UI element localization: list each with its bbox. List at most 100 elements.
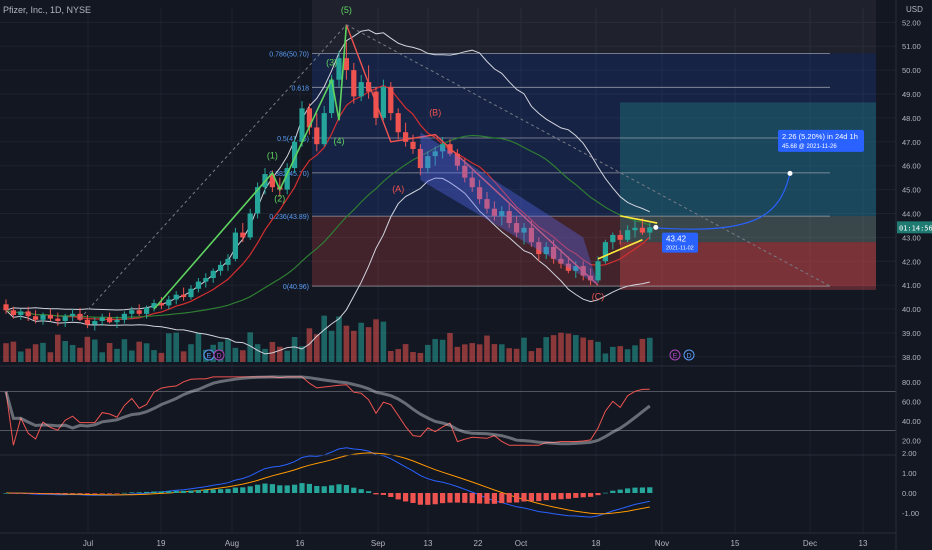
candle[interactable] <box>595 256 601 283</box>
rsi-line[interactable] <box>5 376 650 446</box>
candle[interactable] <box>351 62 357 104</box>
candle[interactable] <box>10 306 16 319</box>
candle[interactable] <box>210 268 216 283</box>
candle[interactable] <box>114 316 120 329</box>
candle[interactable] <box>403 122 409 147</box>
candle[interactable] <box>425 151 431 173</box>
support-line[interactable] <box>597 239 643 260</box>
candle[interactable] <box>203 273 209 288</box>
macd-signal-line[interactable] <box>5 452 650 515</box>
candle[interactable] <box>602 239 608 264</box>
candle[interactable] <box>432 146 438 166</box>
candle[interactable] <box>25 306 31 321</box>
candle[interactable] <box>18 309 24 320</box>
candle[interactable] <box>284 163 290 195</box>
candle[interactable] <box>136 304 142 317</box>
candle[interactable] <box>129 306 135 319</box>
candle[interactable] <box>107 312 113 324</box>
candle[interactable] <box>639 218 645 235</box>
candle[interactable] <box>528 220 534 247</box>
candle[interactable] <box>166 295 172 310</box>
candle[interactable] <box>47 309 53 321</box>
candle[interactable] <box>240 223 246 243</box>
candle[interactable] <box>484 191 490 214</box>
candle[interactable] <box>232 227 238 262</box>
candle[interactable] <box>33 310 39 324</box>
price-point[interactable] <box>653 224 659 230</box>
candle[interactable] <box>617 230 623 245</box>
candle[interactable] <box>3 299 9 314</box>
candle[interactable] <box>158 297 164 310</box>
resistance-line[interactable] <box>620 215 658 224</box>
projection-curve[interactable] <box>655 173 791 230</box>
candle[interactable] <box>373 86 379 126</box>
trend-dashed-line[interactable] <box>79 24 347 319</box>
candle[interactable] <box>181 287 187 301</box>
rsi-panel[interactable]: 80.00 60.00 40.00 20.00 <box>0 375 921 446</box>
candle[interactable] <box>306 103 312 135</box>
projection-point[interactable] <box>787 170 793 176</box>
candle[interactable] <box>92 317 98 331</box>
candle[interactable] <box>358 74 364 102</box>
event-marker[interactable]: E <box>669 349 681 361</box>
wave-annotations[interactable]: (1) (2) (3) (4) (5) (A) (B) (C) 2.26 (5.20%) in … <box>79 5 864 361</box>
candle[interactable] <box>632 220 638 238</box>
corrective-channel[interactable] <box>420 132 598 286</box>
event-marker[interactable]: D <box>213 349 225 361</box>
candle[interactable] <box>395 108 401 140</box>
candle[interactable] <box>144 305 150 319</box>
fibonacci-retracement[interactable]: 0.786(50.70)0.6180.5(47.16)0.382(45.70)0… <box>269 51 830 291</box>
candle[interactable] <box>417 144 423 176</box>
candle[interactable] <box>218 261 224 276</box>
candle[interactable] <box>388 82 394 121</box>
candle[interactable] <box>173 291 179 305</box>
candle[interactable] <box>40 312 46 325</box>
candle[interactable] <box>491 201 497 221</box>
candle[interactable] <box>380 79 386 121</box>
candle[interactable] <box>292 137 298 173</box>
last-price-tag[interactable]: 01:14:56 <box>897 221 932 234</box>
candle[interactable] <box>506 203 512 228</box>
candle[interactable] <box>188 285 194 300</box>
corrective-wave-line[interactable] <box>345 24 599 286</box>
candle[interactable] <box>62 313 68 327</box>
candle[interactable] <box>499 206 505 226</box>
candle[interactable] <box>321 105 327 147</box>
candle[interactable] <box>536 237 542 262</box>
candle[interactable] <box>121 311 127 324</box>
candle[interactable] <box>225 254 231 271</box>
candle[interactable] <box>336 51 342 87</box>
volume-bar <box>373 319 379 362</box>
candle[interactable] <box>70 309 76 321</box>
event-marker[interactable]: E <box>203 349 215 361</box>
candle[interactable] <box>343 41 349 80</box>
candle[interactable] <box>55 312 61 326</box>
candle[interactable] <box>195 277 201 293</box>
candle[interactable] <box>454 148 460 171</box>
candle[interactable] <box>477 180 483 204</box>
candle[interactable] <box>625 225 631 243</box>
candle[interactable] <box>514 215 520 238</box>
candle[interactable] <box>565 256 571 274</box>
retrace-dashed-line[interactable] <box>346 24 831 287</box>
candle[interactable] <box>469 170 475 192</box>
event-marker[interactable]: D <box>683 349 695 361</box>
candle[interactable] <box>521 223 527 245</box>
candle[interactable] <box>647 223 653 240</box>
candle[interactable] <box>314 113 320 152</box>
candle[interactable] <box>255 182 261 219</box>
candle[interactable] <box>99 313 105 326</box>
candle[interactable] <box>247 208 253 240</box>
impulse-wave-line[interactable] <box>153 24 348 310</box>
candle[interactable] <box>543 242 549 259</box>
candle[interactable] <box>558 249 564 269</box>
candle[interactable] <box>77 307 83 321</box>
candle[interactable] <box>151 299 157 312</box>
candle[interactable] <box>84 315 90 329</box>
projection-label[interactable]: 2.26 (5.20%) in 24d 1h 45.68 @ 2021-11-26 <box>778 129 864 152</box>
price-marker-label[interactable]: 43.42 2021-11-02 <box>662 232 698 253</box>
candle[interactable] <box>299 101 305 147</box>
macd-panel[interactable]: 2.00 1.00 0.00 -1.00 <box>3 447 919 518</box>
candle[interactable] <box>610 232 616 250</box>
